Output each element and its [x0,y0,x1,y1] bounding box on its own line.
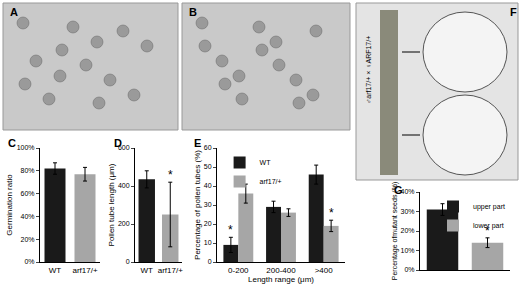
svg-text:0-200: 0-200 [228,266,249,275]
svg-text:60: 60 [204,144,212,151]
svg-text:B: B [189,6,197,18]
svg-text:Germination ratio: Germination ratio [5,174,14,236]
svg-text:WT: WT [141,266,154,275]
svg-text:80%: 80% [21,167,35,174]
svg-text:0%: 0% [24,258,34,265]
svg-text:30%: 30% [401,208,415,215]
svg-text:WT: WT [260,159,272,166]
svg-text:30: 30 [204,201,212,208]
svg-text:50: 50 [204,163,212,170]
svg-text:C: C [8,137,16,149]
svg-text:lower part: lower part [473,222,504,230]
svg-text:200: 200 [118,220,130,227]
svg-text:*: * [485,224,490,238]
svg-text:20%: 20% [401,227,415,234]
svg-text:10%: 10% [401,247,415,254]
svg-text:600: 600 [118,144,130,151]
svg-text:D: D [114,137,122,149]
svg-text:0: 0 [126,258,130,265]
svg-text:Percentage ofmutant seeds (%): Percentage ofmutant seeds (%) [391,182,399,280]
svg-text:*: * [168,168,173,182]
svg-text:upper part: upper part [473,203,505,211]
svg-text:E: E [194,137,201,149]
svg-text:20%: 20% [21,236,35,243]
svg-text:arf17/+: arf17/+ [260,178,282,185]
svg-text:arf17/+: arf17/+ [158,266,183,275]
svg-text:F: F [510,6,517,18]
svg-text:*: * [329,206,334,220]
svg-text:40: 40 [204,182,212,189]
svg-text:arf17/+: arf17/+ [72,266,97,275]
svg-text:0%: 0% [404,266,414,273]
svg-text:♂arf17/+ × ♀ARF17/+: ♂arf17/+ × ♀ARF17/+ [365,36,372,104]
svg-text:G: G [394,184,403,196]
svg-text:60%: 60% [21,190,35,197]
svg-text:40%: 40% [21,213,35,220]
svg-text:10: 10 [204,239,212,246]
svg-text:Percentage of pollen tubes (%): Percentage of pollen tubes (%) [193,150,202,260]
svg-text:100%: 100% [17,144,35,151]
svg-text:A: A [10,6,18,18]
svg-text:WT: WT [49,266,62,275]
svg-text:Pollen tube length (μm): Pollen tube length (μm) [107,163,116,246]
svg-text:20: 20 [204,220,212,227]
svg-text:*: * [228,223,233,237]
svg-text:>400: >400 [315,266,334,275]
svg-text:0: 0 [208,258,212,265]
svg-text:200-400: 200-400 [266,266,296,275]
svg-text:Length range (μm): Length range (μm) [248,275,314,284]
svg-text:400: 400 [118,182,130,189]
svg-text:40%: 40% [401,188,415,195]
